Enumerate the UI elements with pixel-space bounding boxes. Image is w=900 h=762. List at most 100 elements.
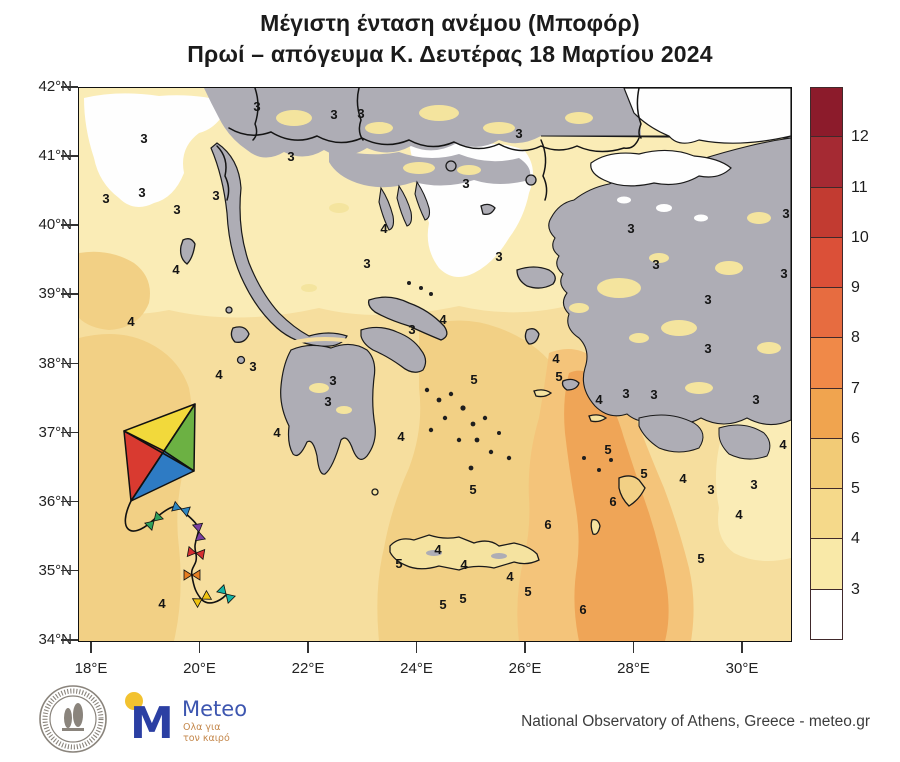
wind-value-label: 3 bbox=[782, 206, 789, 221]
latitude-tick-label: 38°N bbox=[38, 354, 72, 372]
latitude-tick-label: 34°N bbox=[38, 631, 72, 648]
longitude-tick-mark bbox=[415, 641, 418, 653]
kite-bow bbox=[216, 584, 236, 604]
legend-boundary-label: 3 bbox=[851, 580, 860, 598]
crete-island bbox=[389, 534, 540, 571]
legend-segment bbox=[810, 438, 843, 490]
wind-value-label: 4 bbox=[273, 425, 281, 440]
ikaria-island bbox=[533, 389, 553, 398]
legend-boundary-label: 6 bbox=[851, 429, 860, 447]
wind-value-label: 3 bbox=[780, 266, 787, 281]
legend-boundary-label: 5 bbox=[851, 480, 860, 498]
wind-value-label: 4 bbox=[172, 262, 180, 277]
land-attica bbox=[360, 326, 427, 373]
black-sea bbox=[623, 88, 791, 144]
longitude-tick-mark bbox=[90, 641, 92, 653]
wind-value-label: 4 bbox=[595, 392, 603, 407]
latitude-tick-mark bbox=[61, 224, 78, 226]
kos-island bbox=[588, 414, 608, 423]
wind-value-label: 3 bbox=[173, 202, 180, 217]
wind-value-label: 3 bbox=[627, 221, 634, 236]
wind-value-label: 3 bbox=[495, 249, 502, 264]
wind-value-label: 3 bbox=[363, 256, 370, 271]
wind-value-label: 4 bbox=[506, 569, 514, 584]
wind-value-label: 6 bbox=[609, 494, 616, 509]
land-balkans bbox=[204, 88, 641, 158]
land-peloponnese bbox=[280, 343, 376, 475]
wind-value-label: 5 bbox=[395, 556, 402, 571]
legend-boundary-label: 8 bbox=[851, 329, 860, 347]
latitude-tick-mark bbox=[61, 431, 78, 434]
karpathos-island bbox=[590, 518, 601, 535]
cyclades-dots bbox=[407, 281, 613, 472]
kite-struts bbox=[123, 403, 196, 502]
longitude-tick-label: 26°E bbox=[508, 660, 542, 677]
samothrace-island bbox=[525, 174, 537, 186]
title-line1: Μέγιστη ένταση ανέμου (Μποφόρ) bbox=[260, 10, 640, 36]
title-line2: Πρωί – απόγευμα Κ. Δευτέρας 18 Μαρτίου 2… bbox=[187, 41, 713, 67]
latitude-tick-label: 41°N bbox=[38, 147, 72, 165]
rhodes-island bbox=[618, 475, 646, 507]
kite-bow bbox=[186, 545, 206, 561]
legend-segment bbox=[810, 589, 843, 640]
chalkidiki-peninsulas bbox=[378, 180, 431, 231]
kite-bow bbox=[183, 569, 201, 581]
latitude-tick-mark bbox=[61, 569, 78, 572]
wind-value-label: 6 bbox=[579, 602, 586, 617]
wind-value-label: 3 bbox=[212, 188, 219, 203]
wind-value-label: 3 bbox=[462, 176, 469, 191]
samos-island bbox=[561, 378, 580, 391]
longitude-tick-mark bbox=[524, 641, 526, 653]
lake-patch bbox=[617, 196, 631, 204]
latitude-tick-label: 35°N bbox=[38, 561, 72, 579]
page-title: Μέγιστη ένταση ανέμου (Μποφόρ) Πρωί – απ… bbox=[0, 8, 900, 70]
wind-value-label: 5 bbox=[604, 442, 611, 457]
longitude-tick-label: 28°E bbox=[617, 660, 650, 677]
legend-boundary-label: 12 bbox=[851, 128, 869, 146]
wind-value-label: 3 bbox=[752, 392, 759, 407]
wind-value-label: 4 bbox=[158, 596, 166, 611]
euboea-island bbox=[367, 296, 448, 341]
wind-value-label: 5 bbox=[640, 466, 647, 481]
beaufort-colorbar bbox=[810, 87, 843, 640]
wind-value-label: 3 bbox=[408, 322, 415, 337]
wind-value-label: 3 bbox=[330, 107, 337, 122]
legend-boundary-label: 4 bbox=[851, 530, 860, 548]
land-turkey-sw-patch2 bbox=[718, 424, 771, 460]
wind-value-label: 5 bbox=[555, 369, 562, 384]
land-turkey-sw-patch bbox=[638, 414, 704, 453]
kefalonia-island bbox=[230, 326, 250, 343]
wind-value-label: 3 bbox=[704, 341, 711, 356]
meteo-logo-m: M bbox=[130, 698, 174, 748]
chios-island bbox=[524, 328, 540, 345]
seal-ring-text bbox=[42, 688, 104, 750]
wind-value-label: 4 bbox=[434, 542, 442, 557]
legend-segment bbox=[810, 489, 843, 540]
lake-patch bbox=[694, 214, 708, 222]
latitude-tick-mark bbox=[61, 86, 78, 88]
legend-segment bbox=[810, 338, 843, 389]
wind-value-label: 3 bbox=[622, 386, 629, 401]
meteo-wordmark: Meteo bbox=[182, 697, 247, 721]
longitude-tick-label: 22°E bbox=[291, 660, 325, 677]
legend-boundary-label: 11 bbox=[851, 178, 868, 196]
legend-boundary-label: 9 bbox=[851, 279, 860, 297]
wind-value-label: 5 bbox=[470, 372, 477, 387]
wind-value-label: 5 bbox=[439, 597, 446, 612]
wind-value-label: 3 bbox=[750, 477, 757, 492]
wind-value-label: 4 bbox=[735, 507, 743, 522]
legend-segment bbox=[810, 137, 843, 188]
legend-segment bbox=[810, 288, 843, 339]
latitude-tick-label: 42°N bbox=[38, 78, 72, 95]
kite-bow bbox=[144, 511, 164, 531]
longitude-tick-mark bbox=[632, 641, 635, 653]
kite-bow bbox=[191, 589, 213, 609]
wind-value-label: 4 bbox=[779, 437, 787, 452]
longitude-tick-mark bbox=[307, 641, 309, 653]
sea-mid-northwest bbox=[79, 251, 150, 330]
lake-patch bbox=[656, 204, 672, 212]
meteo-logo: M Meteo Ολα για τον καιρό bbox=[125, 692, 247, 748]
